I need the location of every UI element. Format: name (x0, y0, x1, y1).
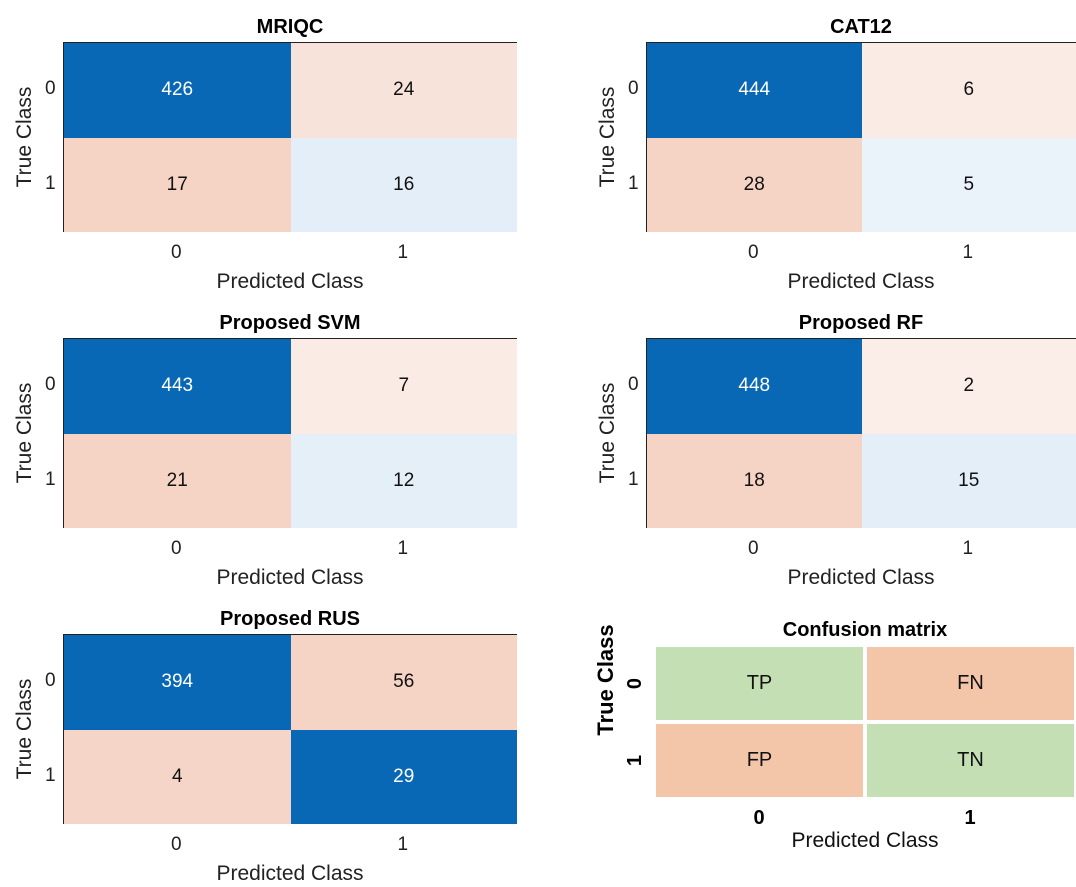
proposed-svm-matrix: 443 7 21 12 (63, 338, 517, 528)
proposed-rus-ytick-1: 1 (45, 764, 56, 786)
cat12-xlabel: Predicted Class (787, 270, 935, 293)
proposed-svm-cell-0-0: 443 (64, 339, 292, 435)
proposed-svm-xlabel: Predicted Class (216, 566, 364, 589)
proposed-rus-xtick-0: 0 (170, 834, 182, 855)
proposed-rus-ytick-0: 0 (45, 670, 56, 692)
legend-xlabel: Predicted Class (791, 829, 939, 852)
proposed-rf-cell-1-0: 18 (647, 433, 863, 528)
proposed-rf-cell-0-1: 2 (861, 339, 1076, 435)
mriqc-xtick-1: 1 (397, 242, 409, 263)
legend-title: Confusion matrix (782, 619, 948, 641)
mriqc-cell-1-1: 16 (290, 137, 517, 232)
legend-cell-tp: TP (656, 647, 863, 720)
proposed-svm-cell-1-0: 21 (64, 433, 292, 528)
mriqc-cell-1-0: 17 (64, 137, 292, 232)
cat12-ytick-1: 1 (628, 172, 639, 194)
cat12-ytick-0: 0 (628, 78, 639, 100)
proposed-rus-cell-0-0: 394 (64, 635, 292, 731)
proposed-rus-xlabel: Predicted Class (216, 862, 364, 885)
proposed-rf-ytick-1: 1 (628, 468, 639, 490)
cat12-matrix: 444 6 28 5 (646, 42, 1076, 232)
proposed-rus-title: Proposed RUS (219, 608, 361, 630)
legend-ytick-0: 0 (624, 677, 647, 689)
legend-cell-tn: TN (867, 724, 1074, 797)
proposed-svm-cell-1-1: 12 (290, 433, 517, 528)
mriqc-cell-0-1: 24 (290, 43, 517, 139)
proposed-rus-ylabel: True Class (13, 678, 36, 780)
legend-cell-fn: FN (867, 647, 1074, 720)
proposed-rf-cell-1-1: 15 (861, 433, 1076, 528)
proposed-rf-cell-0-0: 448 (647, 339, 863, 435)
cat12-cell-1-1: 5 (861, 137, 1076, 232)
proposed-rf-matrix: 448 2 18 15 (646, 338, 1076, 528)
proposed-svm-ytick-0: 0 (45, 374, 56, 396)
legend-cell-fp: FP (656, 724, 863, 797)
proposed-svm-cell-0-1: 7 (290, 339, 517, 435)
proposed-rf-xlabel: Predicted Class (787, 566, 935, 589)
mriqc-cell-0-0: 426 (64, 43, 292, 139)
legend-ytick-1: 1 (624, 754, 647, 766)
proposed-rus-cell-1-0: 4 (64, 729, 292, 824)
proposed-rf-xtick-0: 0 (747, 538, 759, 559)
proposed-svm-ytick-1: 1 (45, 468, 56, 490)
proposed-rf-title: Proposed RF (798, 312, 924, 334)
cat12-xtick-0: 0 (747, 242, 759, 263)
proposed-rf-xtick-1: 1 (962, 538, 974, 559)
proposed-rf-ylabel: True Class (596, 382, 619, 484)
proposed-rus-cell-1-1: 29 (290, 729, 517, 824)
proposed-rus-cell-0-1: 56 (290, 635, 517, 731)
legend-xtick-0: 0 (753, 807, 765, 829)
cat12-cell-0-1: 6 (861, 43, 1076, 139)
proposed-rf-ytick-0: 0 (628, 374, 639, 396)
mriqc-matrix: 426 24 17 16 (63, 42, 517, 232)
proposed-svm-ylabel: True Class (13, 382, 36, 484)
mriqc-xlabel: Predicted Class (216, 270, 364, 293)
mriqc-ytick-0: 0 (45, 78, 56, 100)
proposed-rus-xtick-1: 1 (397, 834, 409, 855)
legend-ylabel: True Class (593, 624, 618, 736)
proposed-svm-xtick-1: 1 (397, 538, 409, 559)
mriqc-xtick-0: 0 (170, 242, 182, 263)
proposed-svm-xtick-0: 0 (170, 538, 182, 559)
legend-xtick-1: 1 (964, 807, 976, 829)
proposed-rus-matrix: 394 56 4 29 (63, 634, 517, 824)
mriqc-title: MRIQC (256, 16, 324, 38)
cat12-xtick-1: 1 (962, 242, 974, 263)
cat12-ylabel: True Class (596, 86, 619, 188)
cat12-title: CAT12 (830, 16, 892, 38)
cat12-cell-1-0: 28 (647, 137, 863, 232)
proposed-svm-title: Proposed SVM (219, 312, 361, 334)
cat12-cell-0-0: 444 (647, 43, 863, 139)
mriqc-ylabel: True Class (13, 86, 36, 188)
mriqc-ytick-1: 1 (45, 172, 56, 194)
